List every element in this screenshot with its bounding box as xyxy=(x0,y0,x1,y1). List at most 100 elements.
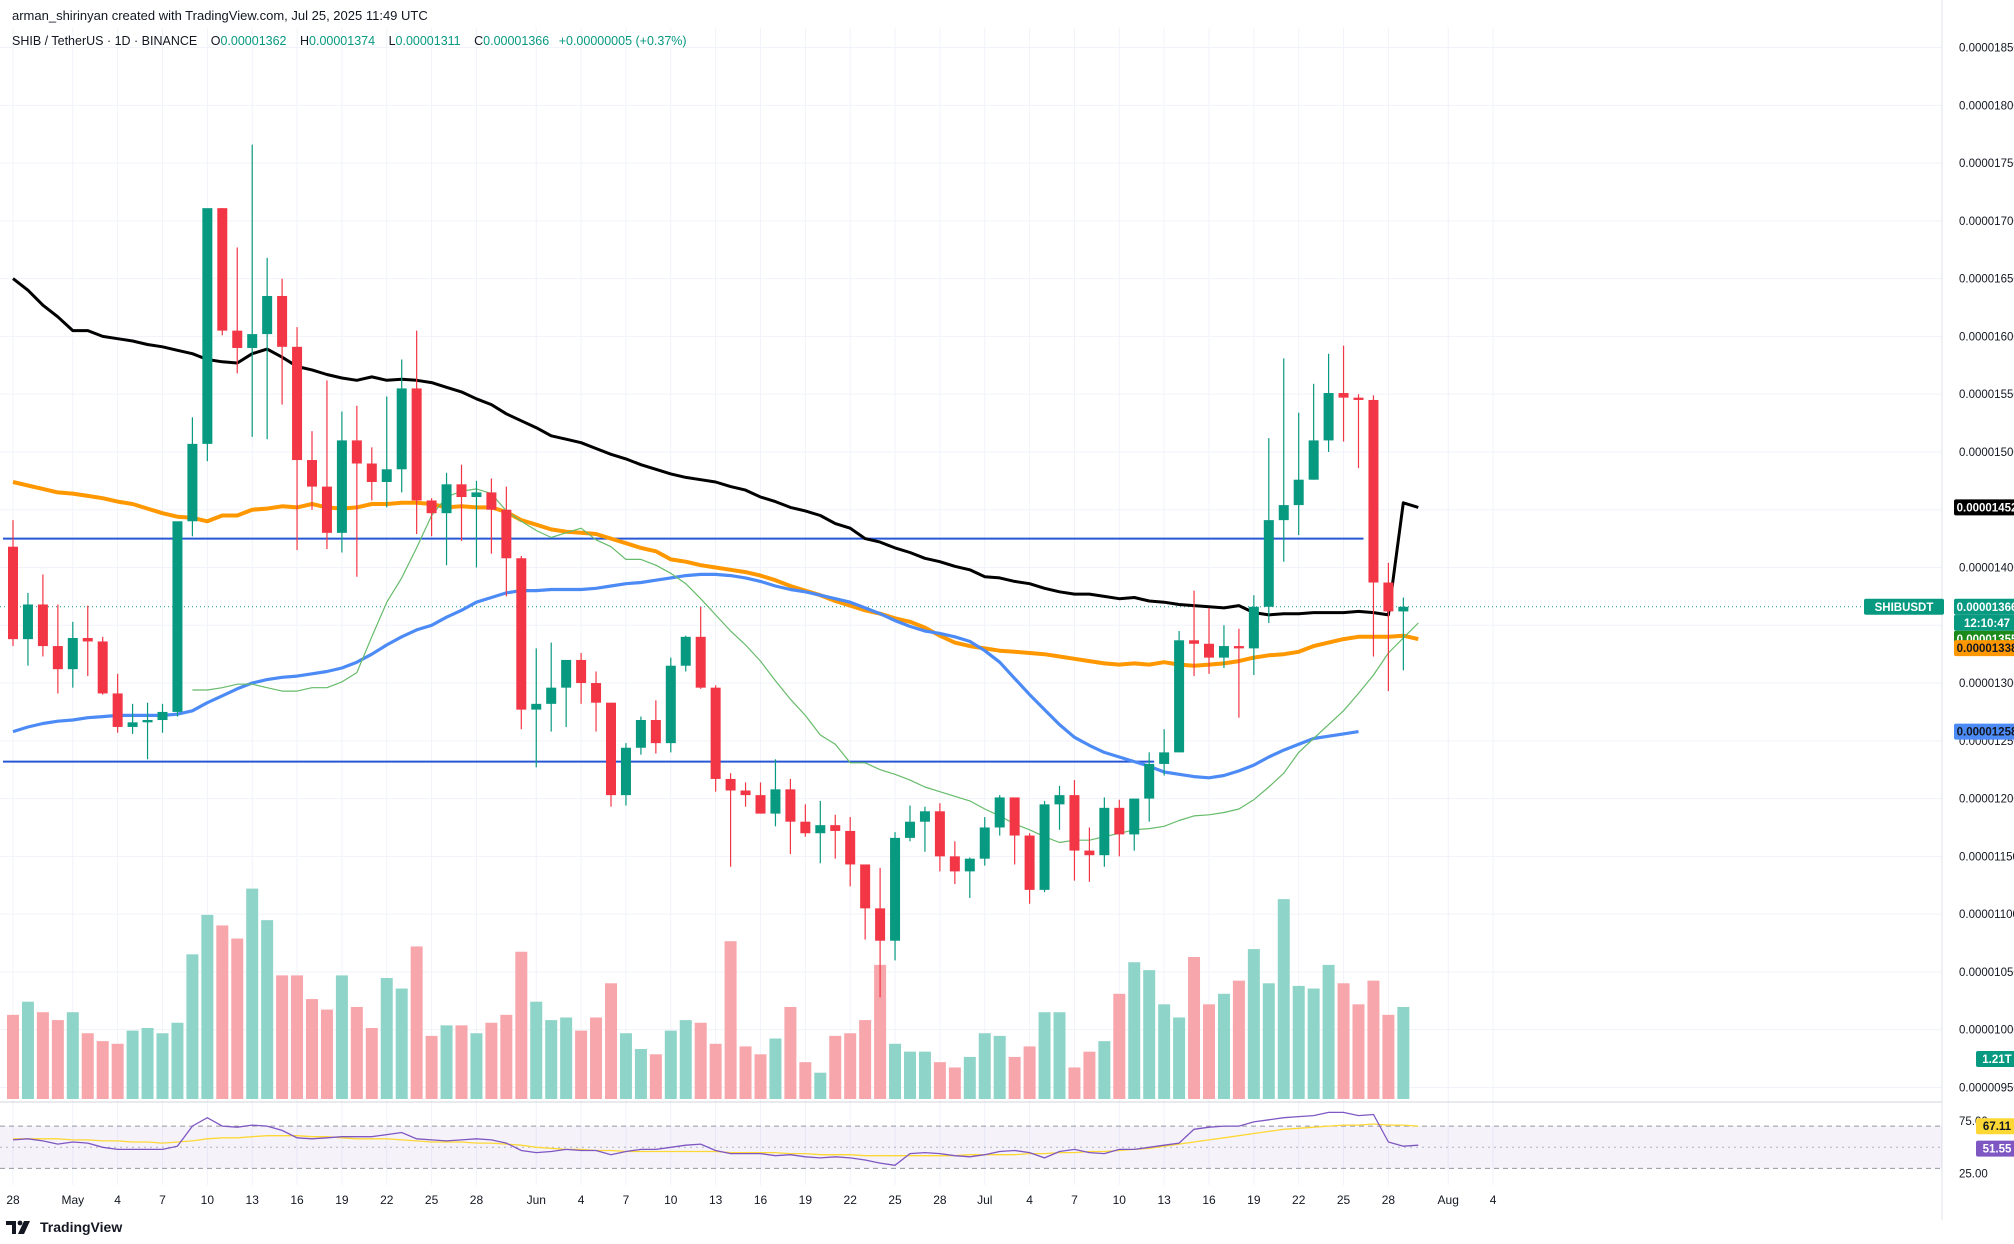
candle-body xyxy=(351,440,362,464)
candle-body xyxy=(1263,520,1274,607)
high-value: 0.00001374 xyxy=(309,34,376,48)
candle-body xyxy=(949,856,960,872)
volume-bar xyxy=(590,1017,603,1099)
volume-bar xyxy=(560,1017,573,1099)
candle-body xyxy=(755,795,766,814)
countdown-tag-text: 12:10:47 xyxy=(1964,618,2010,630)
price-tick-label: 0.00001200 xyxy=(1959,794,2014,806)
candle-body xyxy=(321,486,332,533)
time-tick-label: 16 xyxy=(290,1193,304,1207)
candle-body xyxy=(1204,643,1214,658)
volume-bar xyxy=(261,920,274,1099)
candle-body xyxy=(1159,752,1170,764)
rsi-value-tag-bg xyxy=(1976,1140,2014,1157)
candle-body xyxy=(247,334,258,348)
time-tick-label: 25 xyxy=(888,1193,902,1207)
volume-bar xyxy=(1337,983,1350,1099)
candles xyxy=(8,144,1409,998)
symbol-badge: SHIBUSDT xyxy=(1864,598,1944,615)
ma50-price-tag-bg xyxy=(1954,723,2014,740)
time-tick-label: 28 xyxy=(6,1193,20,1207)
volume-bar xyxy=(1352,1004,1365,1099)
rsi-pane xyxy=(0,1111,1942,1169)
volume-bar xyxy=(1113,993,1126,1099)
candle-body xyxy=(501,509,512,559)
candle-body xyxy=(202,208,213,444)
rsi-band-fill xyxy=(0,1126,1942,1169)
volume-bar xyxy=(1382,1014,1395,1099)
volume-bar xyxy=(814,1072,827,1099)
volume-bar xyxy=(1322,964,1335,1099)
candle-body xyxy=(217,208,228,331)
candle-body xyxy=(486,492,497,510)
symbol-title[interactable]: SHIB / TetherUS · 1D · BINANCE xyxy=(12,34,198,48)
volume-bar xyxy=(694,1022,707,1099)
volume-bar xyxy=(948,1067,961,1099)
price-tick-label: 0.00001550 xyxy=(1959,389,2014,401)
volume-bar xyxy=(1158,1004,1171,1099)
time-tick-label: 10 xyxy=(1113,1193,1127,1207)
candle-body xyxy=(591,683,602,703)
low-label: L xyxy=(388,34,396,48)
rsi-value-tag: 51.55 xyxy=(1976,1140,2014,1157)
volume-tag-bg xyxy=(1976,1051,2014,1067)
volume-bar xyxy=(1203,1004,1215,1099)
candle-body xyxy=(426,500,437,514)
volume-bar xyxy=(1217,993,1230,1099)
symbol-price-tag-text: 0.00001366 xyxy=(1957,602,2014,614)
candle-body xyxy=(127,722,138,727)
time-tick-label: 13 xyxy=(1157,1193,1171,1207)
volume-bar xyxy=(1083,1051,1096,1099)
candle-body xyxy=(8,546,18,640)
candle-body xyxy=(1248,606,1259,649)
time-tick-label: Aug xyxy=(1438,1193,1459,1207)
candle-body xyxy=(112,693,123,727)
candle-body xyxy=(307,460,317,487)
candle-body xyxy=(1338,393,1349,398)
candle-body xyxy=(411,388,422,501)
volume-tag: 1.21T xyxy=(1976,1051,2014,1067)
volume-bar xyxy=(859,1020,872,1099)
countdown-tag-bg xyxy=(1954,614,2014,631)
open-value: 0.00001362 xyxy=(220,34,287,48)
tradingview-logo-text: TradingView xyxy=(40,1219,123,1235)
candle-body xyxy=(396,388,407,470)
horizontal-levels[interactable] xyxy=(0,537,1942,763)
time-tick-label: 25 xyxy=(1337,1193,1351,1207)
volume-bar xyxy=(276,975,289,1099)
volume-bar xyxy=(829,1035,842,1099)
volume-bar xyxy=(754,1054,767,1099)
candle-body xyxy=(277,295,288,347)
volume-bar xyxy=(410,946,423,1099)
candle-body xyxy=(576,659,587,684)
high-label: H xyxy=(300,34,310,48)
volume-bar xyxy=(81,1033,94,1099)
volume-bar xyxy=(993,1035,1006,1099)
change-value: +0.00000005 (+0.37%) xyxy=(558,34,687,48)
candle-body xyxy=(620,747,631,796)
time-tick-label: Jun xyxy=(527,1193,546,1207)
tradingview-logo[interactable]: TradingView xyxy=(6,1219,122,1235)
countdown-tag: 12:10:47 xyxy=(1954,614,2014,631)
candle-body xyxy=(785,789,796,822)
time-tick-label: 22 xyxy=(380,1193,394,1207)
candle-body xyxy=(97,641,108,694)
symbol-badge-bg xyxy=(1864,598,1944,615)
ema-price-tag: 0.00001338 xyxy=(1954,640,2014,657)
volume-bar xyxy=(1232,980,1245,1099)
price-tick-label: 0.00000950 xyxy=(1959,1082,2014,1094)
volume-bar xyxy=(1292,985,1305,1099)
volume-bar xyxy=(1277,899,1290,1099)
rsi-line xyxy=(12,1111,1419,1166)
time-axis[interactable]: 28 May 4 7 10 13 16 19 22 25 28 Jun 4 7 10 13 16 19 22 25 28… xyxy=(6,1193,1496,1207)
rsi-ma-tag-bg xyxy=(1976,1118,2014,1135)
candle-body xyxy=(680,636,691,666)
time-tick-label: 28 xyxy=(470,1193,484,1207)
volume-bar xyxy=(306,999,318,1099)
candle-body xyxy=(456,484,467,498)
volume-bar xyxy=(679,1020,692,1099)
volume-bar xyxy=(111,1043,124,1099)
candle-body xyxy=(815,825,826,834)
time-tick-label: 13 xyxy=(709,1193,723,1207)
